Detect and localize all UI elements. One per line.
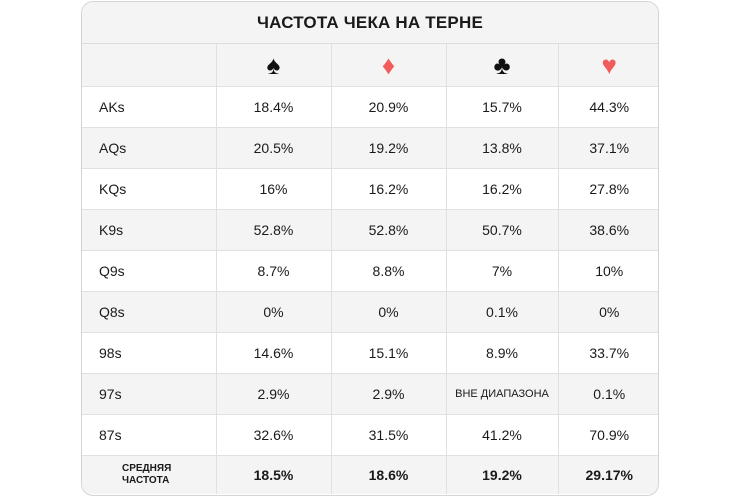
summary-value: 19.2% bbox=[445, 455, 558, 494]
value-cell: 50.7% bbox=[445, 209, 558, 251]
value-cell: 31.5% bbox=[330, 414, 446, 456]
value-cell: 2.9% bbox=[215, 373, 331, 415]
value-cell: 13.8% bbox=[445, 127, 558, 169]
out-of-range-note: ВНЕ ДИАПАЗОНА bbox=[445, 373, 558, 415]
value-cell: 2.9% bbox=[330, 373, 446, 415]
diamond-icon: ♦ bbox=[381, 50, 396, 80]
value-cell: 27.8% bbox=[557, 168, 658, 210]
summary-label-line2: ЧАСТОТА bbox=[122, 475, 170, 486]
hand-label: 87s bbox=[82, 414, 216, 456]
value-cell: 18.4% bbox=[215, 86, 331, 128]
hand-label: 98s bbox=[82, 332, 216, 374]
hand-label: Q8s bbox=[82, 291, 216, 333]
summary-label: СРЕДНЯЯ ЧАСТОТА bbox=[82, 455, 216, 494]
value-cell: 16.2% bbox=[330, 168, 446, 210]
table-row: 97s 2.9% 2.9% ВНЕ ДИАПАЗОНА 0.1% bbox=[82, 373, 658, 415]
table-row: Q9s 8.7% 8.8% 7% 10% bbox=[82, 250, 658, 292]
table-row: 98s 14.6% 15.1% 8.9% 33.7% bbox=[82, 332, 658, 374]
value-cell: 70.9% bbox=[557, 414, 658, 456]
value-cell: 16% bbox=[215, 168, 331, 210]
hand-label: AKs bbox=[82, 86, 216, 128]
value-cell: 37.1% bbox=[557, 127, 658, 169]
value-cell: 10% bbox=[557, 250, 658, 292]
value-cell: 0.1% bbox=[445, 291, 558, 333]
table-row: 87s 32.6% 31.5% 41.2% 70.9% bbox=[82, 414, 658, 456]
value-cell: 19.2% bbox=[330, 127, 446, 169]
table-title: ЧАСТОТА ЧЕКА НА ТЕРНЕ bbox=[82, 2, 658, 44]
frequency-table: ♠ ♦ ♣ ♥ AKs 18.4% 20.9% 15.7% 44.3% AQs … bbox=[82, 44, 658, 494]
value-cell: 44.3% bbox=[557, 86, 658, 128]
value-cell: 15.1% bbox=[330, 332, 446, 374]
value-cell: 38.6% bbox=[557, 209, 658, 251]
value-cell: 14.6% bbox=[215, 332, 331, 374]
summary-value: 29.17% bbox=[557, 455, 658, 494]
value-cell: 0% bbox=[215, 291, 331, 333]
value-cell: 16.2% bbox=[445, 168, 558, 210]
header-club: ♣ bbox=[445, 44, 558, 87]
value-cell: 0.1% bbox=[557, 373, 658, 415]
hand-label: 97s bbox=[82, 373, 216, 415]
table-row: AKs 18.4% 20.9% 15.7% 44.3% bbox=[82, 86, 658, 128]
value-cell: 0% bbox=[330, 291, 446, 333]
table-row: AQs 20.5% 19.2% 13.8% 37.1% bbox=[82, 127, 658, 169]
spade-icon: ♠ bbox=[266, 50, 281, 80]
table-row: K9s 52.8% 52.8% 50.7% 38.6% bbox=[82, 209, 658, 251]
value-cell: 32.6% bbox=[215, 414, 331, 456]
value-cell: 7% bbox=[445, 250, 558, 292]
value-cell: 52.8% bbox=[215, 209, 331, 251]
header-empty-cell bbox=[82, 44, 216, 87]
value-cell: 52.8% bbox=[330, 209, 446, 251]
value-cell: 8.7% bbox=[215, 250, 331, 292]
value-cell: 0% bbox=[557, 291, 658, 333]
hand-label: Q9s bbox=[82, 250, 216, 292]
value-cell: 33.7% bbox=[557, 332, 658, 374]
header-diamond: ♦ bbox=[330, 44, 446, 87]
summary-value: 18.5% bbox=[215, 455, 331, 494]
header-heart: ♥ bbox=[557, 44, 658, 87]
hand-label: AQs bbox=[82, 127, 216, 169]
value-cell: 15.7% bbox=[445, 86, 558, 128]
value-cell: 41.2% bbox=[445, 414, 558, 456]
value-cell: 8.8% bbox=[330, 250, 446, 292]
value-cell: 20.5% bbox=[215, 127, 331, 169]
header-spade: ♠ bbox=[215, 44, 331, 87]
summary-row: СРЕДНЯЯ ЧАСТОТА 18.5% 18.6% 19.2% 29.17% bbox=[82, 455, 658, 494]
club-icon: ♣ bbox=[493, 50, 511, 80]
table-row: Q8s 0% 0% 0.1% 0% bbox=[82, 291, 658, 333]
hand-label: K9s bbox=[82, 209, 216, 251]
table-row: KQs 16% 16.2% 16.2% 27.8% bbox=[82, 168, 658, 210]
check-frequency-table-card: ЧАСТОТА ЧЕКА НА ТЕРНЕ ♠ ♦ ♣ ♥ AKs 18.4% … bbox=[81, 1, 659, 496]
hand-label: KQs bbox=[82, 168, 216, 210]
header-row: ♠ ♦ ♣ ♥ bbox=[82, 44, 658, 87]
value-cell: 20.9% bbox=[330, 86, 446, 128]
value-cell: 8.9% bbox=[445, 332, 558, 374]
summary-label-line1: СРЕДНЯЯ bbox=[122, 463, 172, 474]
heart-icon: ♥ bbox=[601, 50, 617, 80]
summary-value: 18.6% bbox=[330, 455, 446, 494]
